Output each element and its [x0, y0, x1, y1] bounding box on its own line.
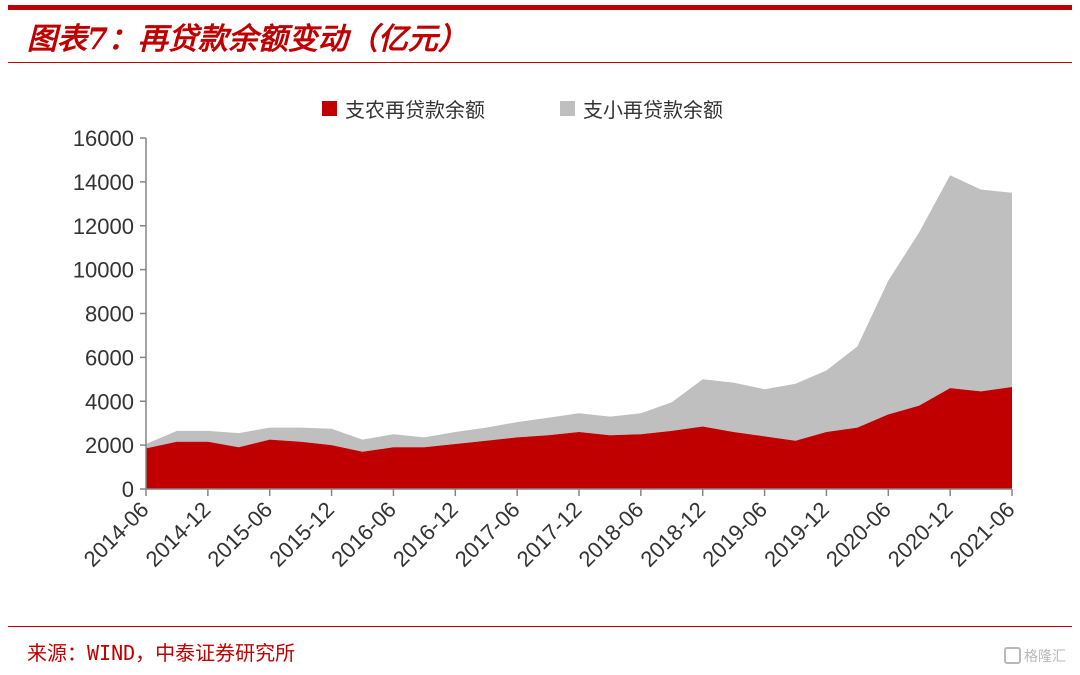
x-tick-label: 2019-12 — [759, 497, 834, 572]
y-tick-label: 12000 — [73, 214, 134, 239]
x-tick-label: 2020-12 — [883, 497, 958, 572]
legend-swatch-agri — [322, 101, 337, 116]
source-rule — [8, 626, 1072, 627]
area-series-small — [146, 175, 1012, 452]
x-tick-label: 2018-12 — [635, 497, 710, 572]
x-tick-label: 2015-12 — [264, 497, 339, 572]
x-tick-label: 2016-12 — [388, 497, 463, 572]
x-tick-label: 2014-12 — [141, 497, 216, 572]
title-underline — [8, 62, 1072, 63]
y-tick-label: 2000 — [85, 433, 134, 458]
top-rule — [8, 5, 1072, 10]
x-tick-label: 2021-06 — [945, 497, 1020, 572]
figure-title: 图表7：再贷款余额变动（亿元） — [27, 22, 468, 57]
chart-areas — [146, 175, 1012, 489]
x-tick-label: 2014-06 — [79, 497, 154, 572]
y-tick-label: 16000 — [73, 126, 134, 151]
area-chart: 支农再贷款余额 支小再贷款余额 0 2000 4000 6000 8000 10000 120… — [73, 98, 1020, 572]
y-tick-label: 0 — [122, 477, 134, 502]
y-tick-label: 10000 — [73, 258, 134, 283]
x-tick-label: 2018-06 — [574, 497, 649, 572]
y-tick-label: 6000 — [85, 345, 134, 370]
legend-swatch-small — [560, 101, 575, 116]
chart-legend: 支农再贷款余额 支小再贷款余额 — [322, 98, 723, 122]
legend-label-small: 支小再贷款余额 — [583, 98, 723, 122]
watermark: 格隆汇 — [1004, 646, 1066, 666]
y-tick-label: 4000 — [85, 389, 134, 414]
area-series-agri — [146, 387, 1012, 489]
x-tick-label: 2017-06 — [450, 497, 525, 572]
y-tick-label: 8000 — [85, 302, 134, 327]
x-tick-label: 2020-06 — [821, 497, 896, 572]
legend-label-agri: 支农再贷款余额 — [345, 98, 485, 122]
watermark-text: 格隆汇 — [1024, 649, 1066, 665]
source-note: 来源：WIND，中泰证券研究所 — [27, 641, 296, 665]
y-tick-label: 14000 — [73, 170, 134, 195]
x-tick-label: 2019-06 — [697, 497, 772, 572]
x-tick-label: 2017-12 — [512, 497, 587, 572]
x-tick-label: 2016-06 — [326, 497, 401, 572]
x-tick-label: 2015-06 — [202, 497, 277, 572]
watermark-logo-icon — [1004, 647, 1021, 664]
